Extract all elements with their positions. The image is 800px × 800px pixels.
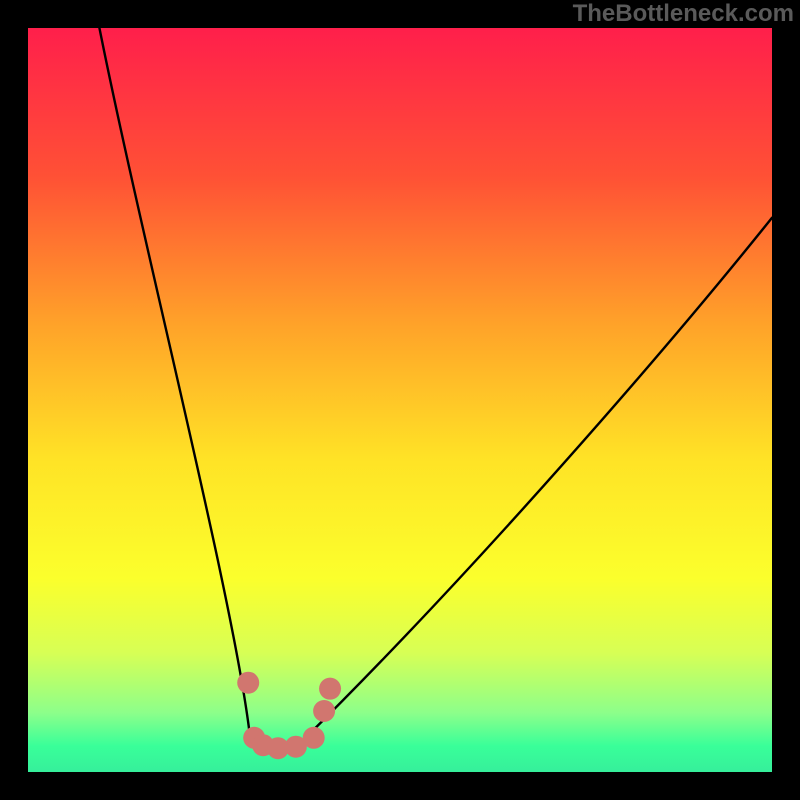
watermark-text: TheBottleneck.com [573, 2, 794, 26]
accent-dot [303, 727, 325, 749]
accent-dot [313, 700, 335, 722]
accent-dot [237, 672, 259, 694]
chart-plot-area [28, 28, 772, 772]
accent-dot [319, 678, 341, 700]
bottleneck-chart [0, 0, 800, 800]
